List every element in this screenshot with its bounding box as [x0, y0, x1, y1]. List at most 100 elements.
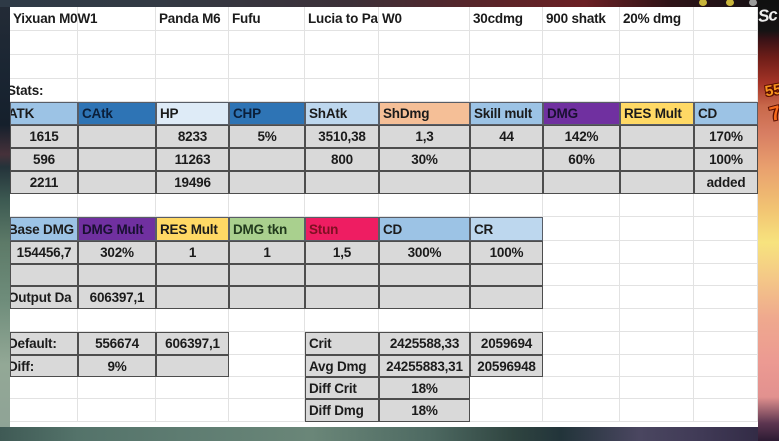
cell-r9-c7[interactable] — [470, 194, 543, 217]
cell-r3-c8[interactable] — [543, 55, 620, 79]
cell-r8-c7[interactable] — [470, 171, 543, 194]
cell-r16-c3[interactable] — [156, 355, 229, 377]
cell-r9-c3[interactable] — [156, 194, 229, 217]
cell-r14-c6[interactable] — [379, 309, 470, 332]
cell-r16-c4[interactable] — [229, 355, 305, 377]
cell-r10-c1[interactable]: Base DMG — [10, 217, 78, 241]
cell-r3-c6[interactable] — [379, 55, 470, 79]
cell-r8-c6[interactable] — [379, 171, 470, 194]
cell-r6-c10[interactable]: 170% — [694, 125, 758, 148]
cell-r6-c5[interactable]: 3510,38 — [305, 125, 379, 148]
cell-r4-c2[interactable] — [78, 79, 156, 102]
cell-r3-c1[interactable] — [10, 55, 78, 79]
cell-r9-c8[interactable] — [543, 194, 620, 217]
cell-r18-c3[interactable] — [156, 399, 229, 422]
cell-r13-c4[interactable] — [229, 286, 305, 309]
cell-r17-c4[interactable] — [229, 377, 305, 399]
cell-r6-c8[interactable]: 142% — [543, 125, 620, 148]
cell-r5-c3[interactable]: HP — [156, 102, 229, 125]
cell-r11-c9[interactable] — [620, 241, 694, 264]
cell-r16-c6[interactable]: 24255883,31 — [379, 355, 470, 377]
cell-r18-c8[interactable] — [543, 399, 620, 422]
cell-r15-c3[interactable]: 606397,1 — [156, 332, 229, 355]
cell-r15-c10[interactable] — [694, 332, 758, 355]
cell-r1-c9[interactable]: 20% dmg — [620, 7, 694, 31]
cell-r6-c2[interactable] — [78, 125, 156, 148]
cell-r18-c9[interactable] — [620, 399, 694, 422]
cell-r11-c3[interactable]: 1 — [156, 241, 229, 264]
cell-r4-c8[interactable] — [543, 79, 620, 102]
cell-r9-c5[interactable] — [305, 194, 379, 217]
cell-r7-c5[interactable]: 800 — [305, 148, 379, 171]
cell-r6-c4[interactable]: 5% — [229, 125, 305, 148]
cell-r3-c10[interactable] — [694, 55, 758, 79]
cell-r12-c6[interactable] — [379, 264, 470, 286]
cell-r15-c4[interactable] — [229, 332, 305, 355]
cell-r5-c2[interactable]: CAtk — [78, 102, 156, 125]
cell-r11-c7[interactable]: 100% — [470, 241, 543, 264]
cell-r10-c9[interactable] — [620, 217, 694, 241]
cell-r14-c4[interactable] — [229, 309, 305, 332]
cell-r4-c3[interactable] — [156, 79, 229, 102]
cell-r15-c8[interactable] — [543, 332, 620, 355]
cell-r9-c4[interactable] — [229, 194, 305, 217]
cell-r12-c9[interactable] — [620, 264, 694, 286]
cell-r3-c2[interactable] — [78, 55, 156, 79]
cell-r12-c2[interactable] — [78, 264, 156, 286]
cell-r8-c8[interactable] — [543, 171, 620, 194]
cell-r14-c8[interactable] — [543, 309, 620, 332]
cell-r9-c6[interactable] — [379, 194, 470, 217]
cell-r15-c7[interactable]: 2059694 — [470, 332, 543, 355]
cell-r6-c6[interactable]: 1,3 — [379, 125, 470, 148]
cell-r11-c8[interactable] — [543, 241, 620, 264]
cell-r7-c2[interactable] — [78, 148, 156, 171]
cell-r14-c7[interactable] — [470, 309, 543, 332]
cell-r3-c9[interactable] — [620, 55, 694, 79]
cell-r5-c9[interactable]: RES Mult — [620, 102, 694, 125]
cell-r2-c10[interactable] — [694, 31, 758, 55]
cell-r1-c7[interactable]: 30cdmg — [470, 7, 543, 31]
cell-r17-c9[interactable] — [620, 377, 694, 399]
cell-r4-c5[interactable] — [305, 79, 379, 102]
cell-r8-c5[interactable] — [305, 171, 379, 194]
cell-r5-c4[interactable]: CHP — [229, 102, 305, 125]
cell-r10-c5[interactable]: Stun — [305, 217, 379, 241]
cell-r2-c6[interactable] — [379, 31, 470, 55]
cell-r6-c9[interactable] — [620, 125, 694, 148]
cell-r6-c3[interactable]: 8233 — [156, 125, 229, 148]
cell-r14-c9[interactable] — [620, 309, 694, 332]
cell-r12-c5[interactable] — [305, 264, 379, 286]
cell-r10-c10[interactable] — [694, 217, 758, 241]
cell-r1-c10[interactable] — [694, 7, 758, 31]
cell-r12-c7[interactable] — [470, 264, 543, 286]
cell-r8-c2[interactable] — [78, 171, 156, 194]
cell-r17-c10[interactable] — [694, 377, 758, 399]
cell-r13-c1[interactable]: Output Da — [10, 286, 78, 309]
cell-r10-c8[interactable] — [543, 217, 620, 241]
cell-r1-c1[interactable]: Yixuan M0W1 — [10, 7, 98, 31]
cell-r4-c10[interactable] — [694, 79, 758, 102]
cell-r18-c4[interactable] — [229, 399, 305, 422]
cell-r8-c9[interactable] — [620, 171, 694, 194]
cell-r7-c1[interactable]: 596 — [10, 148, 78, 171]
cell-r2-c8[interactable] — [543, 31, 620, 55]
cell-r18-c7[interactable] — [470, 399, 543, 422]
cell-r1-c8[interactable]: 900 shatk — [543, 7, 620, 31]
cell-r5-c10[interactable]: CD — [694, 102, 758, 125]
cell-r16-c10[interactable] — [694, 355, 758, 377]
cell-r12-c10[interactable] — [694, 264, 758, 286]
cell-r3-c3[interactable] — [156, 55, 229, 79]
cell-r17-c3[interactable] — [156, 377, 229, 399]
cell-r7-c3[interactable]: 11263 — [156, 148, 229, 171]
cell-r2-c4[interactable] — [229, 31, 305, 55]
cell-r5-c7[interactable]: Skill mult — [470, 102, 543, 125]
cell-r11-c5[interactable]: 1,5 — [305, 241, 379, 264]
cell-r10-c3[interactable]: RES Mult — [156, 217, 229, 241]
cell-r7-c7[interactable] — [470, 148, 543, 171]
cell-r5-c5[interactable]: ShAtk — [305, 102, 379, 125]
cell-r16-c7[interactable]: 20596948 — [470, 355, 543, 377]
cell-r4-c7[interactable] — [470, 79, 543, 102]
cell-r15-c2[interactable]: 556674 — [78, 332, 156, 355]
cell-r4-c1[interactable]: Stats: — [10, 79, 78, 102]
cell-r17-c8[interactable] — [543, 377, 620, 399]
